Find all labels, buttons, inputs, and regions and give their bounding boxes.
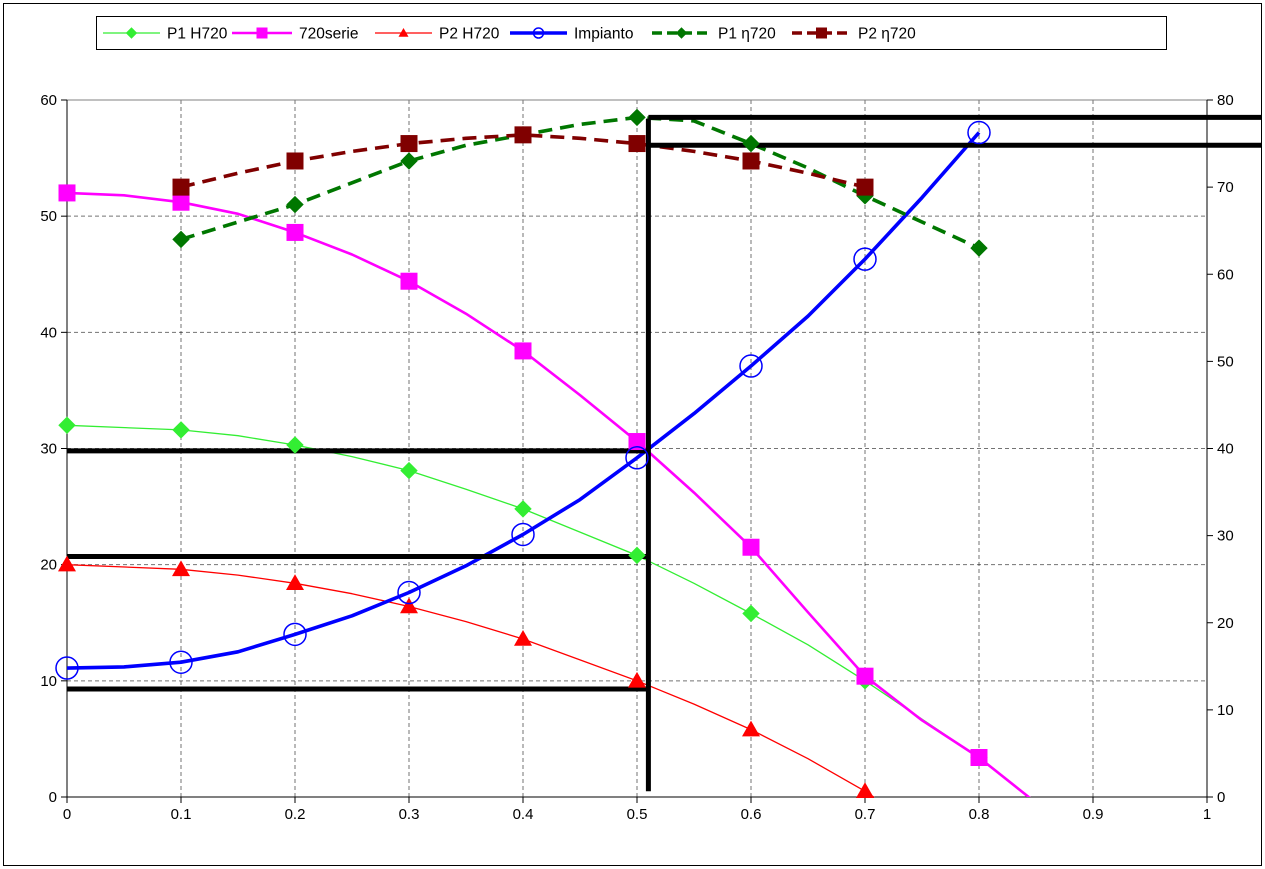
series-6-marker [286, 152, 304, 170]
legend-marker-5 [675, 27, 688, 39]
axes: 0 0.1 0.2 0.3 0.4 0.5 0.6 0.7 0.8 0.9 101020304050… [40, 92, 1233, 823]
series-1-marker [286, 436, 304, 454]
series-4-marker [967, 120, 991, 145]
series-1-marker [400, 461, 418, 480]
series-2-marker [628, 433, 646, 451]
series-line-5 [180, 115, 980, 250]
series-1-marker [514, 500, 532, 518]
series-3-marker [400, 597, 418, 614]
series-line-2 [67, 191, 1031, 797]
series-4-marker [169, 650, 193, 674]
series-5-marker [172, 230, 190, 249]
series-3-marker [628, 671, 646, 688]
legend-marker-2 [256, 27, 268, 39]
y-right-tick-label: 70 [1217, 179, 1234, 196]
legend-marker-1 [125, 27, 138, 39]
series-6-marker [400, 135, 418, 153]
y-right-tick-label: 20 [1217, 615, 1234, 632]
legend-label-4: Impianto [574, 26, 633, 43]
series-6-marker [172, 178, 190, 196]
series-3-marker [514, 630, 532, 646]
series-3-marker [172, 560, 190, 577]
legend-label-2: 720serie [299, 26, 358, 43]
y-left-tick-label: 40 [40, 324, 57, 341]
series-1-marker [742, 604, 760, 623]
y-right-tick-label: 50 [1217, 353, 1234, 370]
y-left-tick-label: 60 [40, 92, 57, 109]
series-6-marker [742, 152, 760, 170]
series-4-marker [853, 247, 877, 271]
series-1-marker [58, 416, 76, 434]
legend-marker-4 [532, 27, 545, 39]
legend-label-6: P2 η720 [858, 26, 916, 43]
series-4-marker [397, 580, 421, 605]
x-tick-label: 0 [63, 806, 71, 823]
series-5-marker [742, 134, 760, 153]
legend-label-3: P2 H720 [439, 26, 500, 43]
x-tick-label: 1 [1203, 806, 1211, 823]
series-2-marker [514, 342, 532, 360]
x-tick-label: 0.7 [855, 806, 876, 823]
series-4-marker [625, 446, 649, 470]
y-right-tick-label: 40 [1217, 441, 1234, 458]
series-5-marker [970, 239, 988, 257]
series-4-marker [55, 656, 79, 680]
x-tick-label: 0.3 [399, 806, 420, 823]
x-tick-label: 0.8 [969, 806, 990, 823]
y-right-tick-label: 60 [1217, 266, 1234, 283]
x-tick-label: 0.6 [741, 806, 762, 823]
y-left-tick-label: 20 [40, 557, 57, 574]
x-tick-label: 0.5 [627, 806, 648, 823]
y-left-tick-label: 30 [40, 441, 57, 458]
series-2-marker [286, 223, 304, 241]
x-tick-label: 0.9 [1083, 806, 1104, 823]
series-1-marker [628, 546, 646, 565]
x-tick-label: 0.1 [171, 806, 192, 823]
series-2-marker [856, 667, 874, 685]
series-1-marker [172, 421, 190, 439]
y-left-tick-label: 0 [49, 789, 57, 806]
series-4-marker [511, 522, 535, 547]
series-line-4 [67, 131, 981, 670]
series-3-marker [58, 555, 76, 572]
series-6-marker [514, 126, 532, 144]
y-left-tick-label: 50 [40, 208, 57, 225]
x-tick-label: 0.4 [513, 806, 534, 823]
legend-label-5: P1 η720 [718, 26, 776, 43]
series-3-marker [856, 782, 874, 798]
y-right-tick-label: 80 [1217, 92, 1234, 109]
series-line-3 [67, 564, 875, 797]
legend-marker-3 [398, 28, 409, 37]
series-3-marker [742, 720, 760, 737]
series-4-marker [739, 354, 763, 378]
series-markers [55, 108, 991, 798]
legend-label-1: P1 H720 [167, 26, 228, 43]
y-left-tick-label: 10 [40, 673, 57, 690]
reference-lines [67, 114, 1262, 792]
series-2-marker [742, 538, 760, 556]
series-2-marker [172, 193, 190, 211]
legend: P1 H720 720serie P2 H720 Impianto P1 η720 P2 … [96, 16, 1167, 50]
y-right-tick-label: 30 [1217, 528, 1234, 545]
y-right-tick-label: 10 [1217, 702, 1234, 719]
legend-marker-6 [816, 27, 827, 39]
series-2-marker [58, 184, 76, 202]
y-right-tick-label: 0 [1217, 789, 1225, 806]
series-3-marker [286, 574, 304, 591]
series-5-marker [286, 195, 304, 214]
series-2-marker [400, 272, 418, 290]
series-6-marker [856, 178, 874, 196]
series-6-marker [628, 135, 646, 153]
series-5-marker [400, 152, 418, 170]
series-5-marker [628, 108, 646, 127]
series-2-marker [970, 749, 988, 767]
x-tick-label: 0.2 [285, 806, 306, 823]
series-4-marker [283, 622, 307, 647]
